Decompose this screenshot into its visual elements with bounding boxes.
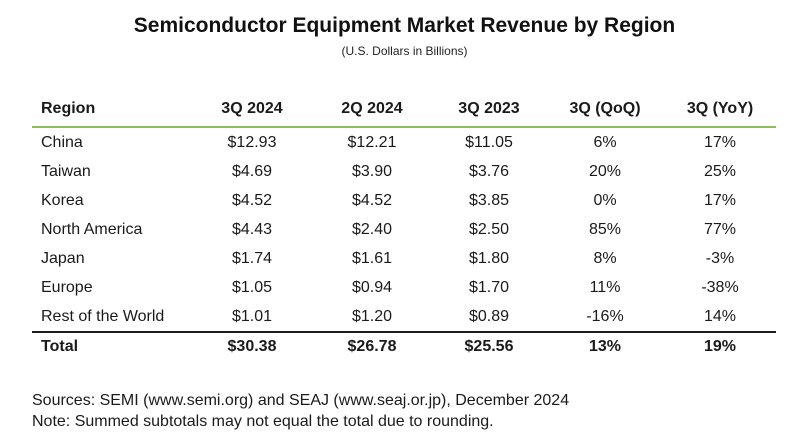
- total-value: $25.56: [432, 331, 546, 361]
- cell-value: 0%: [593, 191, 617, 209]
- cell-value: $4.43: [231, 220, 273, 238]
- note-text: Note: Summed subtotals may not equal the…: [32, 413, 494, 430]
- table-row: Rest of the World $1.01 $1.20 $0.89 -16%…: [32, 302, 776, 332]
- table-total-row: Total $30.38 $26.78 $25.56 13% 19%: [32, 331, 776, 361]
- header-qoq: 3Q (QoQ): [546, 92, 664, 128]
- cell-value: -38%: [701, 278, 739, 296]
- header-3q-2023: 3Q 2023: [432, 92, 546, 128]
- cell-region: China: [41, 133, 83, 151]
- cell-value: $2.50: [468, 220, 510, 238]
- cell-value: $11.05: [465, 133, 513, 151]
- cell-value: $4.52: [351, 191, 393, 209]
- table-header-row: Region 3Q 2024 2Q 2024 3Q 2023 3Q (QoQ) …: [32, 92, 776, 128]
- footer-notes: Sources: SEMI (www.semi.org) and SEAJ (w…: [32, 390, 569, 432]
- cell-region: Europe: [41, 278, 93, 296]
- cell-value: $12.21: [347, 133, 397, 151]
- cell-value: $12.93: [227, 133, 277, 151]
- cell-region: Japan: [41, 249, 85, 267]
- cell-value: 25%: [703, 162, 737, 180]
- page-title: Semiconductor Equipment Market Revenue b…: [133, 14, 676, 37]
- cell-value: 17%: [703, 191, 737, 209]
- total-value: $30.38: [192, 331, 312, 361]
- table-row: Korea $4.52 $4.52 $3.85 0% 17%: [32, 186, 776, 215]
- total-label: Total: [32, 331, 192, 361]
- cell-value: 14%: [703, 307, 737, 325]
- table-row: Japan $1.74 $1.61 $1.80 8% -3%: [32, 244, 776, 273]
- cell-region: Rest of the World: [41, 307, 165, 325]
- total-value: 13%: [546, 331, 664, 361]
- revenue-table: Region 3Q 2024 2Q 2024 3Q 2023 3Q (QoQ) …: [32, 92, 776, 361]
- table-row: Taiwan $4.69 $3.90 $3.76 20% 25%: [32, 157, 776, 186]
- header-region: Region: [32, 92, 192, 128]
- cell-value: $1.70: [468, 278, 510, 296]
- page-subtitle: (U.S. Dollars in Billions): [341, 44, 468, 58]
- cell-value: $1.05: [231, 278, 273, 296]
- cell-value: $3.90: [351, 162, 393, 180]
- cell-value: $0.89: [468, 307, 510, 325]
- header-2q-2024: 2Q 2024: [312, 92, 432, 128]
- cell-region: Korea: [41, 191, 84, 209]
- cell-value: 20%: [588, 162, 622, 180]
- cell-value: -3%: [705, 249, 735, 267]
- cell-value: 8%: [593, 249, 617, 267]
- cell-value: $3.85: [468, 191, 510, 209]
- cell-value: -16%: [586, 307, 624, 325]
- table-row: North America $4.43 $2.40 $2.50 85% 77%: [32, 215, 776, 244]
- total-value: 19%: [664, 331, 776, 361]
- revenue-table-container: Region 3Q 2024 2Q 2024 3Q 2023 3Q (QoQ) …: [32, 92, 776, 361]
- cell-value: $0.94: [351, 278, 393, 296]
- cell-value: $1.74: [231, 249, 273, 267]
- header-3q-2024: 3Q 2024: [192, 92, 312, 128]
- table-row: Europe $1.05 $0.94 $1.70 11% -38%: [32, 273, 776, 302]
- sources-text: Sources: SEMI (www.semi.org) and SEAJ (w…: [32, 392, 570, 409]
- cell-value: 77%: [703, 220, 737, 238]
- cell-value: $4.52: [231, 191, 273, 209]
- cell-value: $1.80: [468, 249, 510, 267]
- cell-value: 85%: [588, 220, 622, 238]
- cell-value: $1.01: [231, 307, 273, 325]
- cell-region: Taiwan: [41, 162, 91, 180]
- cell-region: North America: [41, 220, 143, 238]
- table-row: China $12.93 $12.21 $11.05 6% 17%: [32, 127, 776, 157]
- cell-value: 17%: [703, 133, 737, 151]
- cell-value: $2.40: [351, 220, 393, 238]
- cell-value: $1.20: [351, 307, 393, 325]
- cell-value: 11%: [589, 278, 621, 296]
- cell-value: 6%: [593, 133, 617, 151]
- cell-value: $1.61: [351, 249, 393, 267]
- cell-value: $4.69: [231, 162, 273, 180]
- cell-value: $3.76: [468, 162, 510, 180]
- header-yoy: 3Q (YoY): [664, 92, 776, 128]
- total-value: $26.78: [312, 331, 432, 361]
